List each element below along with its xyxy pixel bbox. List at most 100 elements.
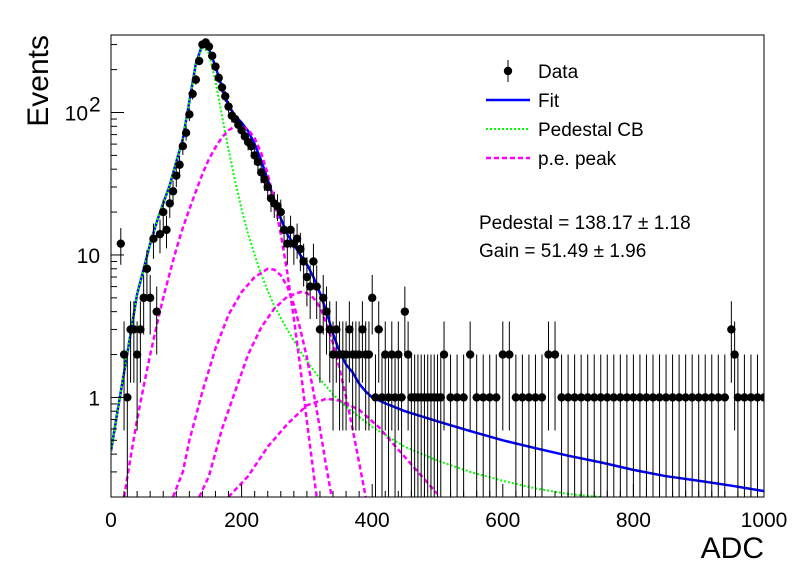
data-point [381, 350, 390, 359]
data-point [319, 293, 328, 303]
data-point [394, 350, 403, 359]
data-point [701, 393, 710, 402]
data-point [178, 142, 188, 151]
x-tick-label: 200 [224, 509, 259, 532]
data-point [403, 350, 413, 359]
x-tick-label: 800 [616, 509, 651, 532]
data-point [309, 257, 318, 266]
data-point [609, 393, 619, 402]
data-point [524, 393, 534, 402]
data-point [345, 325, 354, 334]
data-point [168, 187, 178, 196]
data-point [740, 393, 749, 402]
data-point [263, 182, 272, 192]
x-tick-label: 1000 [741, 509, 788, 532]
x-tick-label: 400 [355, 509, 390, 532]
data-point [492, 393, 501, 402]
y-tick-exponent: 2 [89, 94, 101, 117]
data-point [714, 393, 723, 402]
data-point [436, 393, 445, 402]
y-tick-label: 10 [77, 245, 100, 268]
data-point [635, 393, 645, 402]
x-tick-label: 0 [105, 509, 117, 532]
data-point [576, 393, 586, 402]
legend: Data Fit Pedestal CB p.e. peak [486, 60, 644, 170]
legend-label: Data [538, 62, 579, 83]
data-point [570, 393, 579, 402]
data-point [322, 307, 331, 316]
data-point [400, 307, 410, 316]
data-point [123, 393, 132, 402]
data-point [550, 350, 560, 359]
data-point [753, 393, 762, 402]
data-point [531, 393, 540, 402]
pedestal-annotation: Pedestal = 138.17 ± 1.18 [479, 213, 691, 234]
data-point [296, 244, 305, 254]
data-point [629, 393, 638, 402]
data-point [439, 350, 449, 359]
data-point [328, 350, 338, 359]
data-point [279, 225, 289, 235]
data-point [368, 293, 377, 303]
data-point [204, 42, 214, 51]
data-point [172, 171, 181, 180]
data-point [208, 51, 217, 61]
data-point [256, 168, 266, 177]
data-point [707, 393, 716, 402]
data-point [302, 272, 312, 282]
data-point [590, 393, 599, 402]
data-point [511, 393, 521, 402]
data-point [292, 234, 302, 243]
data-point [694, 393, 703, 402]
data-point [217, 83, 227, 92]
data-point [603, 393, 612, 402]
legend-label: Pedestal CB [538, 120, 644, 141]
y-axis-label: Events [22, 35, 55, 127]
data-point [746, 393, 756, 402]
x-tick-label: 600 [485, 509, 520, 532]
data-point [397, 393, 406, 402]
data-point [224, 102, 233, 111]
y-tick-label: 1 [88, 387, 100, 410]
legend-label: p.e. peak [538, 149, 617, 170]
legend-label: Fit [538, 91, 560, 112]
data-point [472, 393, 481, 402]
data-point [175, 160, 184, 169]
data-point [354, 350, 364, 359]
data-point [247, 142, 256, 151]
y-tick-label: 10 [65, 103, 88, 126]
data-point [312, 282, 321, 291]
data-point [485, 393, 494, 402]
data-point [674, 393, 684, 402]
data-point [165, 199, 174, 208]
data-point [299, 257, 308, 266]
data-point [315, 325, 325, 334]
data-point [518, 393, 527, 402]
data-point [214, 73, 223, 83]
legend-data-marker [503, 66, 513, 76]
data-point [253, 157, 263, 167]
data-point [136, 325, 145, 334]
data-point [374, 325, 383, 334]
data-point [655, 393, 664, 402]
data-point [194, 56, 204, 66]
data-point [622, 393, 632, 402]
data-point [384, 393, 393, 402]
gain-annotation: Gain = 51.49 ± 1.96 [479, 241, 646, 262]
data-point [759, 393, 764, 402]
data-point [733, 393, 743, 402]
data-point [563, 393, 573, 402]
data-point [332, 325, 341, 334]
data-point [283, 239, 292, 248]
data-point [720, 393, 730, 402]
data-point [159, 207, 168, 217]
data-point [260, 175, 269, 184]
data-point [152, 307, 161, 316]
annotations: Pedestal = 138.17 ± 1.18 Gain = 51.49 ± … [479, 213, 691, 262]
data-point [155, 229, 165, 239]
plot-area [111, 38, 764, 497]
data-point [139, 293, 148, 303]
data-point [305, 282, 315, 291]
data-point [181, 128, 191, 138]
